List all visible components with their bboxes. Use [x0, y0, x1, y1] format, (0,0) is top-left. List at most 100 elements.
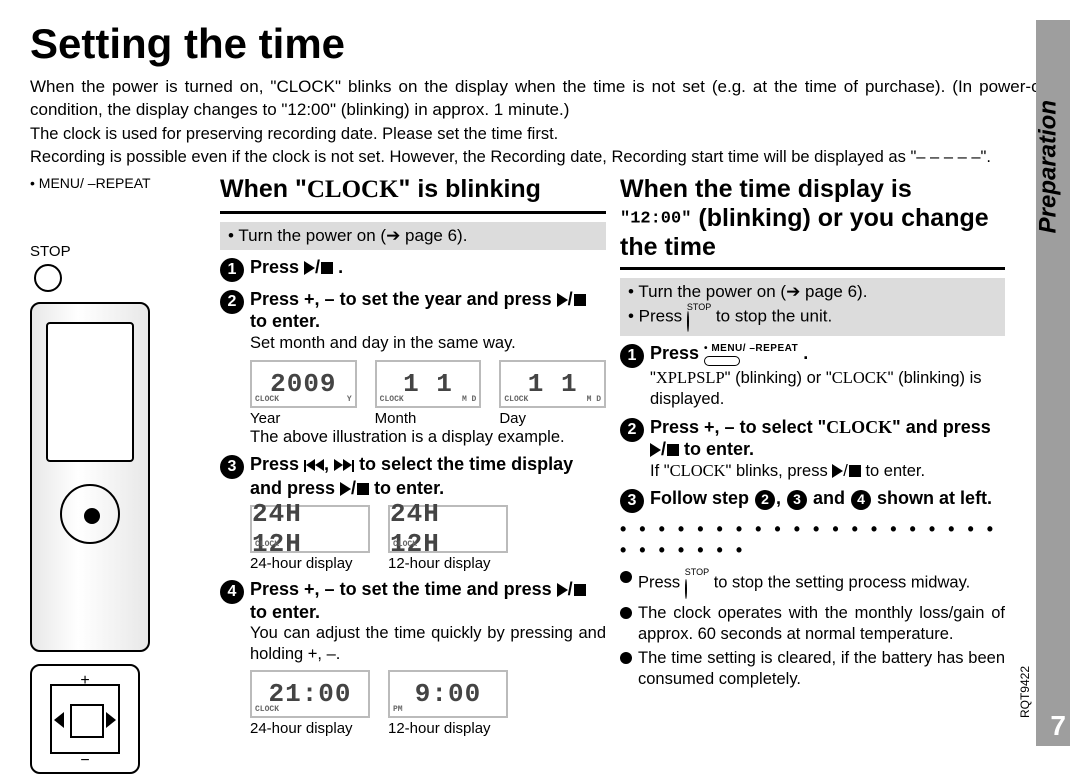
step-num-b1: 1: [620, 344, 644, 368]
bullet-3: The time setting is cleared, if the batt…: [620, 648, 1005, 689]
lcd-day-val: 1 1: [528, 369, 578, 399]
gray-b-line1: • Turn the power on (➔ page 6).: [628, 282, 997, 302]
step1-text: Press / .: [250, 257, 343, 277]
xplpslp-label: XPLPSLP: [656, 368, 725, 387]
cap-24b: 24-hour display: [250, 720, 370, 737]
step-b1: 1 Press • MENU/ –REPEAT .: [620, 342, 1005, 368]
step-b3: 3 Follow step 2, 3 and 4 shown at left.: [620, 487, 1005, 513]
step-b2-note: If "CLOCK" blinks, press / to enter.: [650, 461, 1005, 482]
cap-day: Day: [499, 410, 606, 427]
heading-b-l2b: (blinking) or you change: [691, 204, 988, 232]
device-column: • MENU/ –REPEAT STOP + −: [30, 175, 220, 774]
stop-icon-inline-2: STOP: [685, 567, 709, 599]
step-b2: 2 Press +, – to select "CLOCK" and press…: [620, 416, 1005, 461]
lcd-24h-a: 24H 12HCLOCK: [250, 505, 370, 553]
lcd-time-12: 9:00PM: [388, 670, 508, 718]
lcd-month: 1 1CLOCKM D: [375, 360, 482, 408]
step2-note-a: Set month and day in the same way.: [250, 333, 606, 354]
remote-center-button: [70, 704, 104, 738]
ref-step-2: 2: [755, 490, 775, 510]
page-title: Setting the time: [30, 20, 1050, 68]
stop-label: STOP: [30, 243, 220, 260]
step-b1-note: "XPLPSLP" (blinking) or "CLOCK" (blinkin…: [650, 368, 1005, 409]
lcd-12h-a-val: 24H 12H: [390, 499, 506, 559]
right-section: When the time display is "12:00" (blinki…: [620, 175, 1005, 774]
step-b1-text: Press • MENU/ –REPEAT .: [650, 343, 808, 363]
main-columns: • MENU/ –REPEAT STOP + − When "CLOCK" is…: [30, 175, 1050, 774]
recorder-screen: [46, 322, 134, 462]
remote-pad-illustration: + −: [30, 664, 140, 774]
bullet-1: Press STOP to stop the setting process m…: [620, 567, 1005, 599]
remote-left-icon: [54, 712, 64, 728]
menu-repeat-button-icon: • MENU/ –REPEAT: [704, 343, 798, 367]
step-num-4: 4: [220, 580, 244, 604]
step-num-b3: 3: [620, 489, 644, 513]
lcd-year-val: 2009: [270, 369, 336, 399]
bullet-2: The clock operates with the monthly loss…: [620, 603, 1005, 644]
step-b3-text: Follow step 2, 3 and 4 shown at left.: [650, 488, 992, 508]
heading-post: " is blinking: [399, 175, 541, 203]
step4-note: You can adjust the time quickly by press…: [250, 623, 606, 664]
step-1: 1 Press / .: [220, 256, 606, 282]
lcd-time-24: 21:00CLOCK: [250, 670, 370, 718]
clock-label-1: CLOCK: [832, 368, 888, 387]
lcd-row-format: 24H 12HCLOCK 24H 12HCLOCK: [250, 505, 606, 553]
heading-clock: CLOCK: [307, 176, 399, 203]
cap-year: Year: [250, 410, 357, 427]
step-num-b2: 2: [620, 418, 644, 442]
gray-note-b: • Turn the power on (➔ page 6). • Press …: [620, 278, 1005, 336]
cap-12b: 12-hour display: [388, 720, 508, 737]
intro-paragraph-2: The clock is used for preserving recordi…: [30, 124, 1050, 145]
bullet-2-text: The clock operates with the monthly loss…: [638, 603, 1005, 644]
clock-label-2: CLOCK: [826, 417, 892, 437]
remote-right-icon: [106, 712, 116, 728]
bullet-1-text: Press STOP to stop the setting process m…: [638, 567, 1005, 599]
gray-b2-post: to stop the unit.: [711, 307, 832, 326]
step4-text: Press +, – to set the time and press / t…: [250, 579, 586, 622]
ref-step-3: 3: [787, 490, 807, 510]
recorder-dpad: [60, 484, 120, 544]
menu-repeat-label: • MENU/ –REPEAT: [30, 175, 220, 191]
heading-pre: When ": [220, 175, 307, 203]
page-number: 7: [1050, 710, 1066, 742]
lcd-row-date: 2009CLOCKY 1 1CLOCKM D 1 1CLOCKM D: [250, 360, 606, 408]
clock-label-3: CLOCK: [670, 461, 726, 480]
divider: [220, 211, 606, 214]
recorder-illustration: [30, 302, 150, 652]
ref-step-4: 4: [851, 490, 871, 510]
lcd-day: 1 1CLOCKM D: [499, 360, 606, 408]
gray-b-line2: • Press STOP to stop the unit.: [628, 302, 997, 332]
step2-note-b: The above illustration is a display exam…: [250, 427, 606, 448]
step-2: 2 Press +, – to set the year and press /…: [220, 288, 606, 333]
left-section: When "CLOCK" is blinking • Turn the powe…: [220, 175, 620, 774]
section-a-heading: When "CLOCK" is blinking: [220, 175, 606, 205]
step-3: 3 Press , to select the time display and…: [220, 453, 606, 499]
minus-icon: −: [80, 752, 89, 770]
bullet-dot-2: [620, 607, 632, 619]
divider-b: [620, 267, 1005, 270]
stop-button-icon: [34, 264, 62, 292]
document-code: RQT9422: [1018, 666, 1032, 718]
step-num-3: 3: [220, 455, 244, 479]
step-b2-text: Press +, – to select "CLOCK" and press /…: [650, 417, 991, 460]
intro-paragraph-3: Recording is possible even if the clock …: [30, 147, 1050, 168]
lcd-time-24-val: 21:00: [268, 679, 351, 709]
intro-paragraph-1: When the power is turned on, "CLOCK" bli…: [30, 76, 1050, 122]
dots-separator: • • • • • • • • • • • • • • • • • • • • …: [620, 519, 1005, 561]
stop-icon-inline: STOP: [687, 302, 711, 332]
lcd-time-12-val: 9:00: [415, 679, 481, 709]
gray-note-a: • Turn the power on (➔ page 6).: [220, 222, 606, 250]
lcd-date-captions: Year Month Day: [250, 410, 606, 427]
heading-b-line1: When the time display is: [620, 175, 1005, 204]
heading-b-line2: "12:00" (blinking) or you change: [620, 204, 1005, 233]
step2-text: Press +, – to set the year and press / t…: [250, 289, 586, 332]
bullet-dot-3: [620, 652, 632, 664]
step-num-1: 1: [220, 258, 244, 282]
step-4: 4 Press +, – to set the time and press /…: [220, 578, 606, 623]
section-b-heading: When the time display is "12:00" (blinki…: [620, 175, 1005, 261]
gray-b2-pre: • Press: [628, 307, 687, 326]
heading-b-line3: the time: [620, 233, 1005, 262]
step-num-2: 2: [220, 290, 244, 314]
bullet-3-text: The time setting is cleared, if the batt…: [638, 648, 1005, 689]
heading-b-1200: "12:00": [620, 209, 691, 228]
